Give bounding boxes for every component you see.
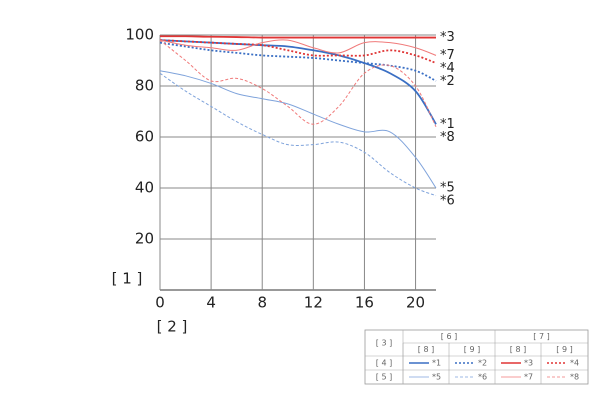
y-tick-label: 20 (135, 230, 154, 248)
legend-column: [ 6 ] (441, 332, 457, 341)
legend-label: *7 (524, 373, 533, 382)
series-line (159, 39, 437, 64)
legend-subcolumn: [ 8 ] (418, 345, 434, 354)
y-tick-label: 60 (135, 128, 154, 146)
legend-row: [ 4 ] (376, 359, 392, 368)
legend-label: *8 (570, 373, 579, 382)
legend-label: *3 (524, 359, 533, 368)
x-tick-label: 12 (304, 294, 323, 312)
legend-label: *1 (432, 359, 441, 368)
series-line (159, 39, 437, 128)
x-axis-label: [ 2 ] (157, 318, 188, 336)
x-tick-label: 4 (206, 294, 216, 312)
series-label: *6 (440, 194, 455, 209)
series-line (159, 70, 437, 189)
series-label: *7 (440, 48, 455, 63)
legend-row: [ 5 ] (376, 373, 392, 382)
series-label: *1 (440, 117, 455, 132)
y-tick-label: 80 (135, 77, 154, 95)
legend-label: *5 (432, 373, 441, 382)
y-tick-label: 40 (135, 179, 154, 197)
series-line (159, 35, 436, 39)
series-line (159, 72, 437, 197)
series-line (159, 39, 437, 56)
x-tick-label: 0 (155, 294, 165, 312)
legend-label: *2 (478, 359, 487, 368)
legend-label: *4 (570, 359, 579, 368)
legend-subcolumn: [ 9 ] (556, 345, 572, 354)
legend-label: *6 (478, 373, 487, 382)
x-tick-label: 20 (406, 294, 425, 312)
series-label: *3 (440, 30, 455, 45)
y-axis-label: [ 1 ] (112, 270, 143, 288)
series-label: *4 (440, 61, 455, 76)
series-label: *5 (440, 181, 455, 196)
legend-column: [ 7 ] (533, 332, 549, 341)
x-tick-label: 8 (257, 294, 267, 312)
x-tick-label: 16 (355, 294, 374, 312)
legend-subcolumn: [ 8 ] (510, 345, 526, 354)
series-line (159, 39, 437, 125)
legend-table (364, 329, 589, 385)
series-label: *2 (440, 74, 455, 89)
series-label: *8 (440, 130, 455, 145)
legend-subcolumn: [ 9 ] (464, 345, 480, 354)
y-tick-label: 100 (125, 26, 154, 44)
legend-corner: [ 3 ] (376, 339, 392, 348)
